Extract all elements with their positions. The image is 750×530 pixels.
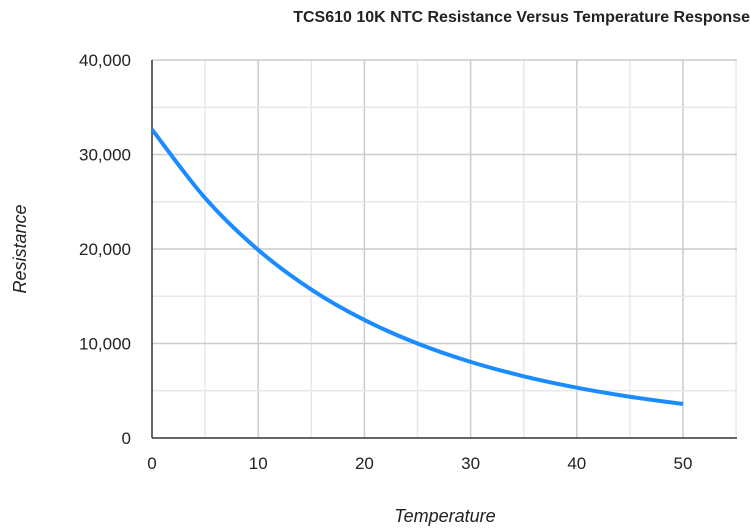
chart-title: TCS610 10K NTC Resistance Versus Tempera…: [293, 9, 750, 26]
tick-labels: 0 10 20 30 40 50 0 10,000 20,000 30,000 40,000: [79, 51, 692, 473]
x-tick-label: 30: [461, 454, 480, 473]
y-tick-label: 0: [122, 429, 131, 448]
x-tick-label: 50: [674, 454, 693, 473]
x-tick-label: 10: [249, 454, 268, 473]
y-axis-label: Resistance: [10, 204, 30, 293]
y-tick-label: 30,000: [79, 146, 131, 165]
x-tick-label: 0: [147, 454, 156, 473]
x-tick-label: 20: [355, 454, 374, 473]
x-axis-label: Temperature: [394, 506, 495, 526]
grid: [151, 59, 737, 439]
y-tick-label: 20,000: [79, 240, 131, 259]
y-tick-label: 40,000: [79, 51, 131, 70]
y-tick-label: 10,000: [79, 335, 131, 354]
series-line: [150, 128, 684, 406]
series: [150, 128, 684, 406]
x-tick-label: 40: [567, 454, 586, 473]
